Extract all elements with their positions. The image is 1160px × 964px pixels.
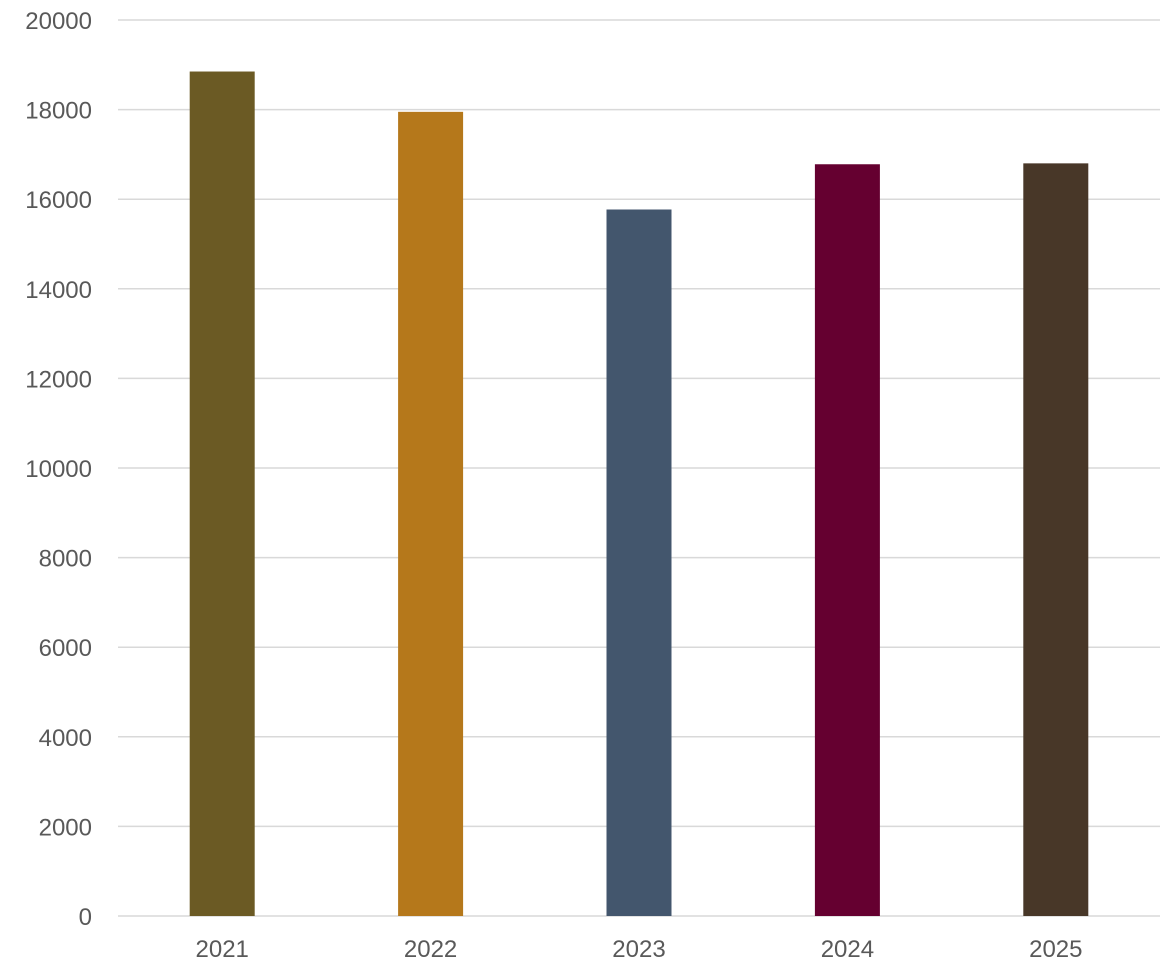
x-tick-label: 2025 bbox=[1029, 936, 1082, 963]
y-tick-label: 16000 bbox=[25, 187, 92, 214]
y-tick-label: 18000 bbox=[25, 98, 92, 125]
y-tick-label: 6000 bbox=[39, 635, 92, 662]
y-tick-label: 12000 bbox=[25, 366, 92, 393]
y-tick-label: 8000 bbox=[39, 546, 92, 573]
x-tick-label: 2022 bbox=[404, 936, 457, 963]
x-tick-label: 2024 bbox=[821, 936, 874, 963]
bars bbox=[189, 71, 1089, 917]
y-tick-label: 20000 bbox=[25, 8, 92, 35]
y-tick-label: 2000 bbox=[39, 814, 92, 841]
bar-2025 bbox=[1023, 163, 1089, 917]
bar-2022 bbox=[398, 111, 464, 917]
y-tick-label: 4000 bbox=[39, 725, 92, 752]
x-axis: 2021 2022 2023 2024 2025 bbox=[196, 936, 1083, 963]
y-tick-label: 10000 bbox=[25, 456, 92, 483]
x-tick-label: 2021 bbox=[196, 936, 249, 963]
bar-2024 bbox=[814, 164, 880, 917]
y-tick-label: 14000 bbox=[25, 277, 92, 304]
x-tick-label: 2023 bbox=[612, 936, 665, 963]
bar-2021 bbox=[189, 71, 255, 916]
bar-2023 bbox=[606, 209, 672, 916]
y-axis: 0 2000 4000 6000 8000 10000 12000 14000 16000 180… bbox=[25, 8, 92, 931]
y-tick-label: 0 bbox=[79, 904, 92, 931]
